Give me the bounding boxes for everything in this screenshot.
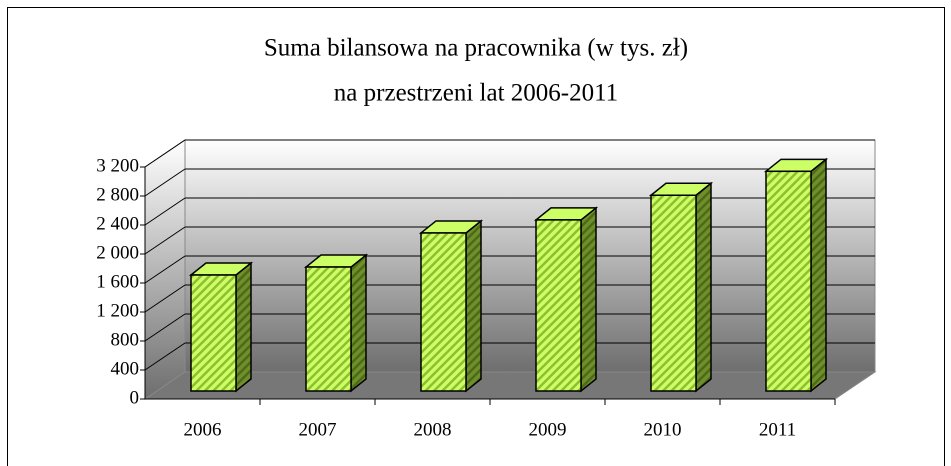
bar bbox=[305, 266, 352, 392]
y-tick-label: 2 400 bbox=[96, 213, 139, 234]
y-tick-label: 3 200 bbox=[96, 155, 139, 176]
x-tick-label: 2006 bbox=[184, 419, 222, 440]
bar bbox=[190, 274, 237, 392]
bar-side bbox=[695, 181, 712, 393]
grid-line bbox=[144, 226, 186, 255]
y-tick-label: 1 200 bbox=[96, 300, 139, 321]
bar-side bbox=[580, 206, 597, 393]
bar-side bbox=[235, 261, 252, 393]
x-tick-label: 2011 bbox=[759, 419, 796, 440]
bar-side bbox=[810, 157, 827, 393]
grid-line bbox=[144, 197, 186, 226]
grid-line bbox=[144, 313, 186, 342]
y-tick-label: 400 bbox=[111, 358, 140, 379]
bar-side bbox=[350, 253, 367, 393]
bar bbox=[535, 219, 582, 392]
grid-line bbox=[144, 139, 186, 168]
y-tick-label: 2 000 bbox=[96, 242, 139, 263]
chart-title: na przestrzeni lat 2006-2011 bbox=[334, 80, 618, 107]
grid-line bbox=[144, 284, 186, 313]
chart-title: Suma bilansowa na pracownika (w tys. zł) bbox=[264, 35, 688, 62]
grid-line bbox=[144, 342, 186, 371]
bar bbox=[650, 194, 697, 392]
y-tick-label: 800 bbox=[111, 329, 140, 350]
y-tick-label: 0 bbox=[130, 387, 140, 408]
grid-line bbox=[144, 168, 186, 197]
x-tick-label: 2010 bbox=[644, 419, 682, 440]
grid-line bbox=[144, 255, 186, 284]
y-tick-label: 1 600 bbox=[96, 271, 139, 292]
x-tick-label: 2007 bbox=[299, 419, 337, 440]
x-tick-label: 2008 bbox=[414, 419, 452, 440]
y-tick-label: 2 800 bbox=[96, 184, 139, 205]
x-tick-label: 2009 bbox=[529, 419, 567, 440]
bar bbox=[420, 232, 467, 392]
bar-side bbox=[465, 219, 482, 393]
bar bbox=[765, 170, 812, 392]
